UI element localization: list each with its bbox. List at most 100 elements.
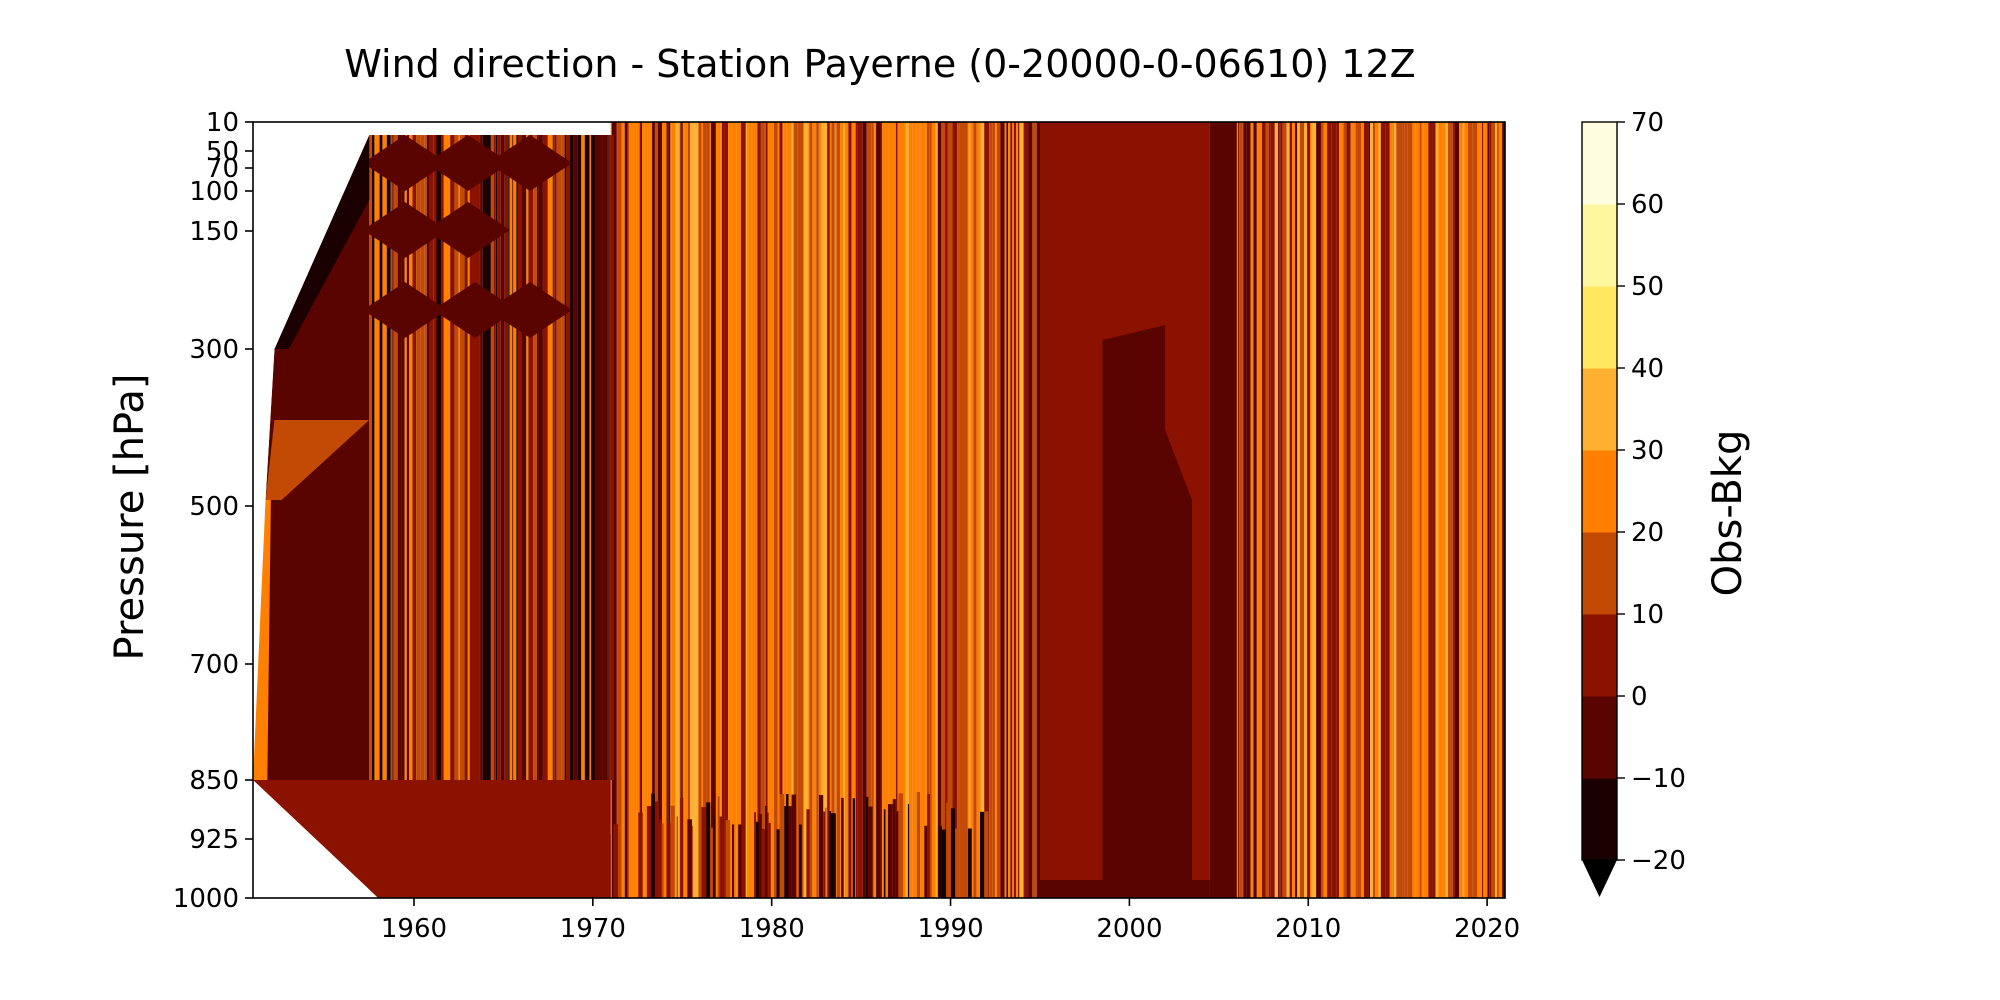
contour-band — [967, 122, 969, 898]
contour-band — [883, 809, 886, 898]
contour-band — [848, 122, 852, 898]
contour-band — [684, 122, 688, 898]
contour-band — [765, 122, 768, 898]
contour-band — [797, 122, 801, 898]
contour-band — [390, 135, 393, 780]
colorbar-tick-label: 0 — [1631, 682, 1648, 712]
colorbar-tick-label: 30 — [1631, 436, 1664, 466]
contour-band — [970, 122, 974, 898]
contour-band — [1502, 122, 1505, 898]
contour-band — [401, 135, 405, 780]
contour-band — [1295, 122, 1298, 898]
contour-patch — [1039, 880, 1210, 898]
contour-band — [1404, 122, 1408, 898]
contour-band — [952, 122, 958, 898]
contour-band — [1304, 122, 1308, 898]
contour-band — [840, 122, 843, 898]
contour-band — [589, 135, 592, 780]
contour-band — [1454, 122, 1460, 898]
contour-band — [1472, 122, 1478, 898]
contour-band — [784, 806, 787, 898]
contour-band — [379, 135, 383, 780]
colorbar-tick-label: 60 — [1631, 190, 1664, 220]
contour-band — [607, 135, 609, 780]
contour-band — [687, 122, 691, 898]
contour-band — [1442, 122, 1444, 898]
contour-band — [855, 122, 858, 898]
contour-band — [1010, 122, 1013, 898]
contour-band — [690, 122, 695, 898]
contour-band — [670, 805, 675, 898]
contour-band — [1307, 122, 1310, 898]
contour-band — [1000, 122, 1005, 898]
contour-band — [843, 122, 845, 898]
contour-band — [652, 122, 655, 898]
contour-band — [792, 122, 795, 898]
contour-band — [715, 122, 721, 898]
contour-band — [1374, 122, 1379, 898]
contour-patch — [253, 780, 611, 898]
contour-band — [757, 122, 761, 898]
contour-band — [724, 122, 729, 898]
contour-band — [1385, 122, 1390, 898]
x-tick-label: 2000 — [1096, 914, 1162, 944]
contour-band — [710, 827, 713, 898]
contour-band — [1350, 122, 1356, 898]
contour-band — [679, 122, 681, 898]
contour-band — [1415, 122, 1420, 898]
contour-band — [1256, 122, 1259, 898]
contour-band — [812, 122, 817, 898]
contour-patch — [426, 135, 510, 191]
contour-band — [581, 135, 585, 780]
contour-band — [661, 122, 667, 898]
colorbar: −20 −10 0 10 20 30 40 50 60 70 — [1581, 108, 1686, 897]
contour-band — [371, 135, 375, 780]
contour-band — [873, 122, 875, 898]
contour-band — [712, 815, 715, 898]
contour-band — [1438, 122, 1443, 898]
contour-band — [654, 801, 659, 898]
contour-band — [945, 122, 948, 898]
y-tick-label: 70 — [206, 154, 239, 184]
contour-band — [731, 122, 737, 898]
x-tick-label: 2020 — [1454, 914, 1520, 944]
contour-band — [459, 135, 465, 780]
contour-band — [1452, 122, 1455, 898]
contour-band — [1421, 122, 1424, 898]
contour-band — [786, 122, 792, 898]
contour-band — [490, 135, 494, 780]
contour-band — [569, 135, 574, 780]
contour-band — [616, 122, 618, 898]
contour-band — [454, 135, 459, 780]
contour-band — [681, 122, 683, 898]
contour-band — [980, 811, 985, 898]
contour-band — [1465, 122, 1468, 898]
contour-band — [950, 808, 956, 898]
contour-band — [466, 135, 468, 780]
contour-patch — [363, 202, 447, 258]
contour-band — [761, 828, 766, 898]
contour-band — [929, 122, 932, 898]
contour-band — [1498, 122, 1503, 898]
contour-band — [577, 135, 582, 780]
contour-band — [919, 122, 921, 898]
contour-band — [1311, 122, 1317, 898]
contour-patch — [274, 135, 370, 349]
contour-band — [445, 135, 449, 780]
contour-band — [758, 814, 762, 898]
contour-band — [786, 794, 789, 898]
colorbar-segment — [1582, 532, 1617, 615]
contour-band — [450, 135, 455, 780]
contour-band — [1336, 122, 1340, 898]
contour-band — [1392, 122, 1395, 898]
contour-band — [1008, 122, 1011, 898]
contour-patch — [265, 420, 370, 500]
contour-patch — [488, 282, 572, 338]
contour-band — [738, 824, 742, 898]
contour-band — [845, 122, 847, 898]
contour-band — [834, 122, 837, 898]
contour-band — [647, 122, 650, 898]
contour-band — [809, 122, 813, 898]
y-tick-label: 300 — [189, 335, 239, 365]
